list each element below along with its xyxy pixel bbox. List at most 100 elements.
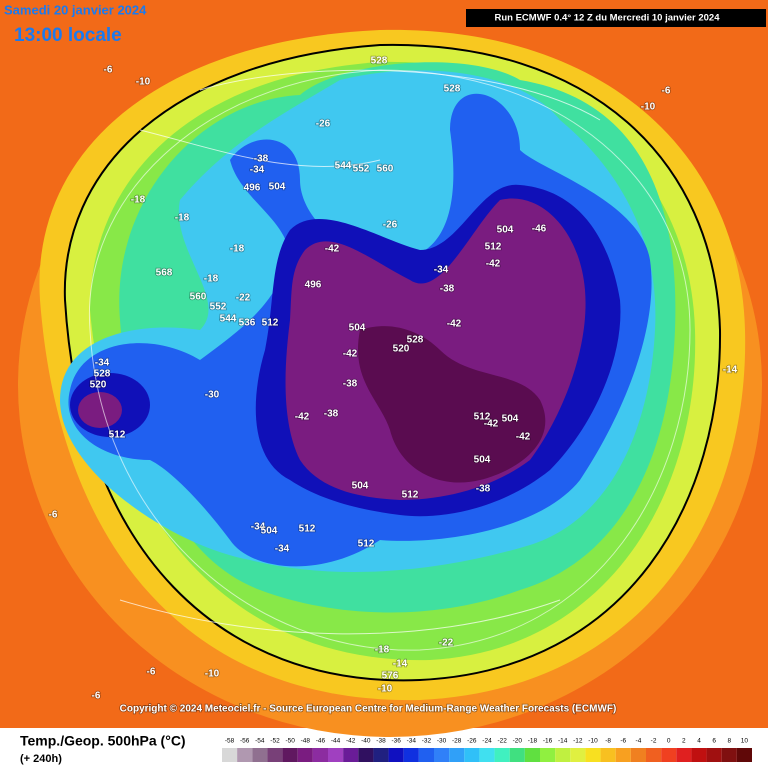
contour-label: 512 xyxy=(109,430,126,441)
legend-swatch xyxy=(388,748,404,762)
legend-tick-label: -2 xyxy=(651,738,657,745)
contour-label: -10 xyxy=(641,102,656,113)
legend-tick-label: -18 xyxy=(528,738,538,745)
contour-label: -22 xyxy=(236,293,251,304)
legend-swatch xyxy=(646,748,662,762)
legend-tick-label: 10 xyxy=(741,738,749,745)
contour-label: -18 xyxy=(230,244,245,255)
contour-label: 512 xyxy=(402,490,419,501)
contour-label: -6 xyxy=(92,691,101,702)
contour-label: 512 xyxy=(262,318,279,329)
contour-label: 552 xyxy=(210,302,227,313)
contour-label: -30 xyxy=(205,390,220,401)
legend-swatch xyxy=(418,748,434,762)
time-title: 13:00 locale xyxy=(14,25,122,46)
contour-label: -6 xyxy=(49,510,58,521)
contour-label: -14 xyxy=(393,659,408,670)
legend: Temp./Geop. 500hPa (°C) (+ 240h) -58 -56-… xyxy=(20,733,752,765)
contour-label: -38 xyxy=(440,284,455,295)
contour-label: 568 xyxy=(156,268,173,279)
contour-label: 504 xyxy=(474,455,491,466)
contour-label: 512 xyxy=(474,412,491,423)
contour-label: -42 xyxy=(447,319,462,330)
contour-label: 528 xyxy=(371,56,388,67)
legend-tick-label: -46 xyxy=(316,738,326,745)
contour-label: 504 xyxy=(349,323,366,334)
contour-label: 504 xyxy=(497,225,514,236)
legend-swatch xyxy=(494,748,510,762)
legend-swatch xyxy=(706,748,722,762)
contour-label: -18 xyxy=(204,274,219,285)
legend-tick-label: -6 xyxy=(620,738,626,745)
contour-label: -38 xyxy=(476,484,491,495)
contour-label: 576 xyxy=(382,671,399,682)
legend-swatch xyxy=(464,748,480,762)
contour-label: -26 xyxy=(316,119,331,130)
contour-label: -42 xyxy=(343,349,358,360)
legend-swatch xyxy=(479,748,495,762)
legend-swatch xyxy=(312,748,328,762)
contour-label: -26 xyxy=(383,220,398,231)
legend-swatch xyxy=(252,748,268,762)
contour-label: 504 xyxy=(269,182,286,193)
contour-line xyxy=(88,69,691,651)
contour-label: -18 xyxy=(175,213,190,224)
contour-label: 528 xyxy=(94,369,111,380)
contour-label: 504 xyxy=(261,526,278,537)
run-box xyxy=(466,9,766,27)
contour-label: -14 xyxy=(723,365,738,376)
legend-tick-label: -48 xyxy=(301,738,311,745)
legend-tick-label: 4 xyxy=(697,738,701,745)
contour-label: 520 xyxy=(393,344,410,355)
contour-label: 528 xyxy=(444,84,461,95)
legend-swatch xyxy=(449,748,465,762)
contour-label: -38 xyxy=(254,154,269,165)
contour-label: 520 xyxy=(90,380,107,391)
contour-label: 496 xyxy=(244,183,261,194)
contour-label: -34 xyxy=(250,165,265,176)
legend-swatch xyxy=(585,748,601,762)
legend-tick-label: -10 xyxy=(588,738,598,745)
legend-swatch xyxy=(267,748,283,762)
contour-label: -38 xyxy=(324,409,339,420)
legend-swatch xyxy=(721,748,737,762)
legend-tick-label: -54 xyxy=(255,738,265,745)
copyright: Copyright © 2024 Meteociel.fr - Source E… xyxy=(120,704,617,715)
legend-tick-label: -58 xyxy=(225,738,235,745)
legend-swatch xyxy=(570,748,586,762)
legend-tick-label: -12 xyxy=(573,738,583,745)
legend-tick-label: -32 xyxy=(422,738,432,745)
contour-label: 536 xyxy=(239,318,256,329)
legend-swatch xyxy=(509,748,525,762)
legend-tick-label: -34 xyxy=(407,738,417,745)
contour-label: -18 xyxy=(375,645,390,656)
legend-swatch xyxy=(736,748,752,762)
contour-label: -42 xyxy=(295,412,310,423)
legend-swatch xyxy=(222,748,238,762)
legend-tick-label: 6 xyxy=(712,738,716,745)
legend-tick-label: -52 xyxy=(270,738,280,745)
contour-label: -6 xyxy=(147,667,156,678)
contour-label: 512 xyxy=(358,539,375,550)
contour-label: -34 xyxy=(251,522,266,533)
legend-swatch xyxy=(403,748,419,762)
contour-label: 496 xyxy=(305,280,322,291)
contour-label: -42 xyxy=(325,244,340,255)
legend-tick-label: -50 xyxy=(285,738,295,745)
legend-tick-label: -30 xyxy=(437,738,447,745)
legend-tick-label: -24 xyxy=(482,738,492,745)
legend-swatch xyxy=(676,748,692,762)
contour-label: 512 xyxy=(485,242,502,253)
legend-swatch xyxy=(691,748,707,762)
contour-label: -42 xyxy=(486,259,501,270)
contour-label: -18 xyxy=(131,195,146,206)
contour-label: -10 xyxy=(378,684,393,695)
legend-tick-label: -56 xyxy=(240,738,250,745)
legend-tick-label: -44 xyxy=(331,738,341,745)
legend-tick-label: -20 xyxy=(513,738,523,745)
contour-label: -22 xyxy=(439,638,454,649)
run-info: Run ECMWF 0.4° 12 Z du Mercredi 10 janvi… xyxy=(494,13,720,24)
legend-swatch xyxy=(434,748,450,762)
legend-title: Temp./Geop. 500hPa (°C) xyxy=(20,733,186,749)
